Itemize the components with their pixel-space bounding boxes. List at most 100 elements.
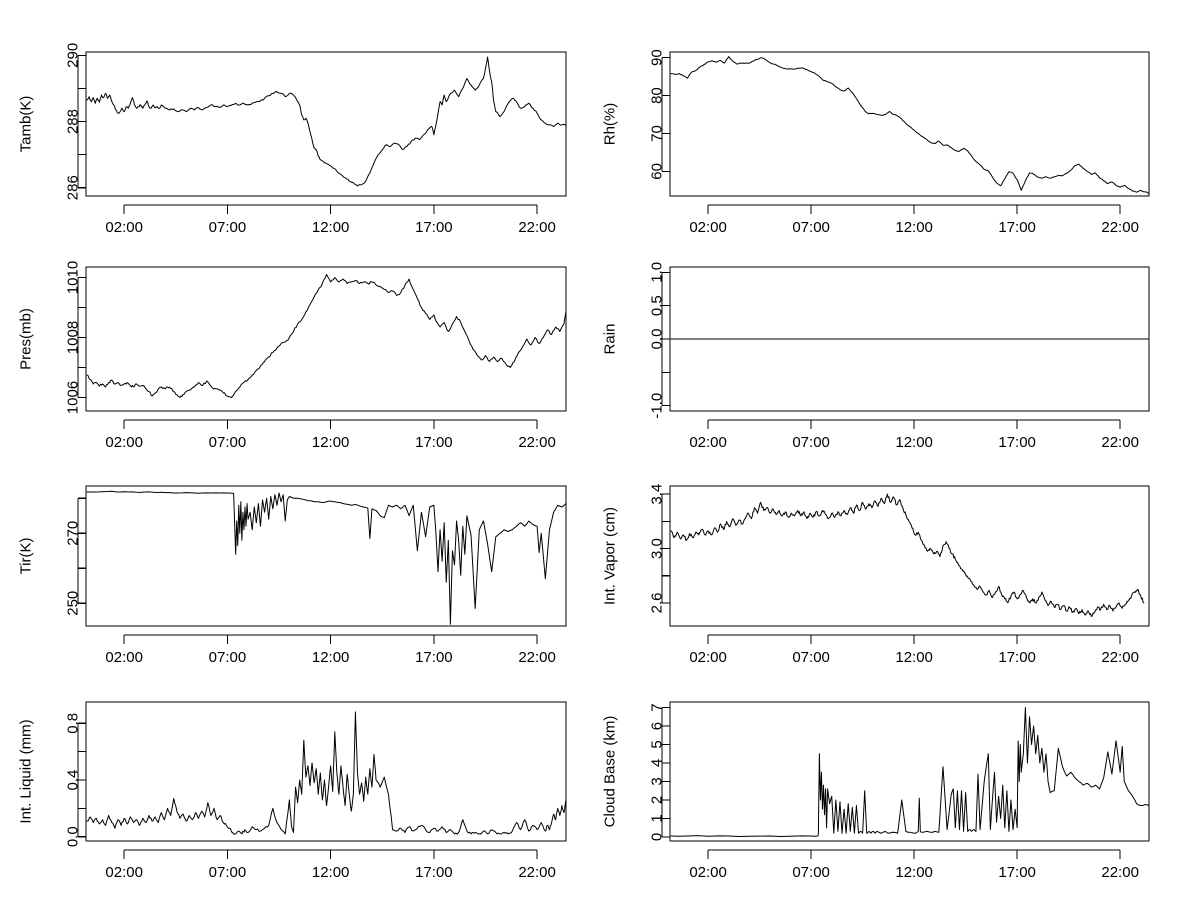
y-tick-label: 290 [65,43,82,68]
plot-area [86,274,566,398]
plot-area [670,707,1149,838]
y-axis-label: Int. Vapor (cm) [602,507,619,605]
y-tick-label: 1 [649,814,666,822]
y-tick-label: 3 [649,777,666,785]
x-tick-label: 12:00 [895,864,933,881]
y-tick-label: 286 [65,175,82,200]
x-tick-label: 17:00 [415,434,453,451]
x-tick-label: 17:00 [415,649,453,666]
plot-box [669,701,1150,842]
plot-area [670,493,1145,617]
y-tick-label: 3.0 [649,538,666,559]
plot-box [669,485,1150,627]
y-tick-label: 1006 [65,381,82,414]
x-tick-label: 12:00 [312,649,350,666]
y-tick-label: 0.0 [65,826,82,847]
x-tick-label: 22:00 [518,434,556,451]
plot-area [86,711,566,835]
x-tick-label: 17:00 [998,434,1036,451]
series-line-int_vapor [670,493,1145,617]
y-tick-label: 70 [649,125,666,142]
x-axis: 02:00 07:00 12:00 17:00 22:00 [105,849,556,881]
y-tick-label: 0.5 [649,295,666,316]
plot-box [85,701,567,842]
series-line-int_liquid [86,711,566,835]
y-axis-label: Tamb(K) [18,96,35,153]
plot-box [85,485,567,627]
y-tick-label: 6 [649,722,666,730]
y-tick-label: 0.0 [649,329,666,350]
y-tick-label: 270 [65,521,82,546]
x-axis: 02:00 07:00 12:00 17:00 22:00 [689,419,1139,451]
x-tick-label: 22:00 [518,864,556,881]
y-axis: 250 270 [65,497,86,616]
y-axis: 60 70 80 90 [649,49,670,180]
y-tick-label: -1.0 [649,393,666,419]
y-tick-label: 5 [649,740,666,748]
plot-box [85,51,567,197]
y-tick-label: 1.0 [649,262,666,283]
x-tick-label: 02:00 [689,434,727,451]
y-axis: 286 288 290 [65,43,86,200]
panel-tamb: 286 288 290 02:00 07:00 12:00 17:00 22:00 Tamb(K… [4,0,612,258]
x-tick-label: 02:00 [105,219,143,236]
series-line-cloud_base [670,707,1149,838]
x-tick-label: 02:00 [689,649,727,666]
y-tick-label: 4 [649,759,666,767]
y-axis-label: Pres(mb) [18,308,35,370]
x-axis: 02:00 07:00 12:00 17:00 22:00 [105,419,556,451]
x-tick-label: 12:00 [312,864,350,881]
y-axis-label: Tir(K) [18,538,35,575]
x-tick-label: 17:00 [415,864,453,881]
y-tick-label: 0.4 [65,770,82,791]
panel-tir: 250 270 02:00 07:00 12:00 17:00 22:00 Tir(K) [4,434,612,688]
x-tick-label: 22:00 [1101,434,1139,451]
x-axis: 02:00 07:00 12:00 17:00 22:00 [689,849,1139,881]
series-line-rh [670,56,1149,194]
plot-box [669,51,1150,197]
x-axis: 02:00 07:00 12:00 17:00 22:00 [689,204,1139,236]
x-tick-label: 12:00 [895,434,933,451]
x-tick-label: 12:00 [312,434,350,451]
y-tick-label: 90 [649,49,666,66]
panel-rh: 60 70 80 90 02:00 07:00 12:00 17:00 22:00 Rh(%) [588,0,1195,258]
plot-box [85,266,567,412]
y-tick-label: 2.6 [649,592,666,613]
y-tick-label: 2 [649,796,666,804]
y-tick-label: 1008 [65,321,82,354]
y-axis: -1.0 0.0 0.5 1.0 [649,262,670,419]
x-tick-label: 07:00 [792,649,830,666]
x-tick-label: 07:00 [209,434,247,451]
series-line-tamb [86,56,566,187]
x-tick-label: 17:00 [998,649,1036,666]
x-tick-label: 07:00 [792,864,830,881]
panel-cloud_base: 0 1 2 3 4 5 6 7 02:00 07:00 12:00 17:00 22:00 Cloud B… [588,650,1195,903]
x-tick-label: 17:00 [415,219,453,236]
x-tick-label: 02:00 [105,864,143,881]
y-axis: 2.6 3.0 3.4 [649,484,670,613]
x-tick-label: 07:00 [792,434,830,451]
x-tick-label: 12:00 [312,219,350,236]
y-tick-label: 60 [649,163,666,180]
y-axis: 1006 1008 1010 [65,261,86,414]
y-tick-label: 0 [649,833,666,841]
x-tick-label: 07:00 [209,649,247,666]
x-tick-label: 12:00 [895,649,933,666]
x-tick-label: 17:00 [998,219,1036,236]
x-tick-label: 22:00 [1101,864,1139,881]
y-axis-label: Int. Liquid (mm) [18,719,35,823]
x-tick-label: 17:00 [998,864,1036,881]
x-axis: 02:00 07:00 12:00 17:00 22:00 [105,634,556,666]
x-axis: 02:00 07:00 12:00 17:00 22:00 [689,634,1139,666]
y-axis-label: Cloud Base (km) [602,716,619,828]
series-line-tir [86,490,566,625]
panel-int_vapor: 2.6 3.0 3.4 02:00 07:00 12:00 17:00 22:00 Int. V… [588,434,1195,688]
y-tick-label: 7 [649,703,666,711]
y-axis-label: Rain [602,324,619,355]
x-tick-label: 22:00 [1101,649,1139,666]
plot-area [86,490,566,625]
y-axis: 0.0 0.4 0.8 [65,713,86,847]
y-tick-label: 0.8 [65,713,82,734]
x-tick-label: 12:00 [895,219,933,236]
